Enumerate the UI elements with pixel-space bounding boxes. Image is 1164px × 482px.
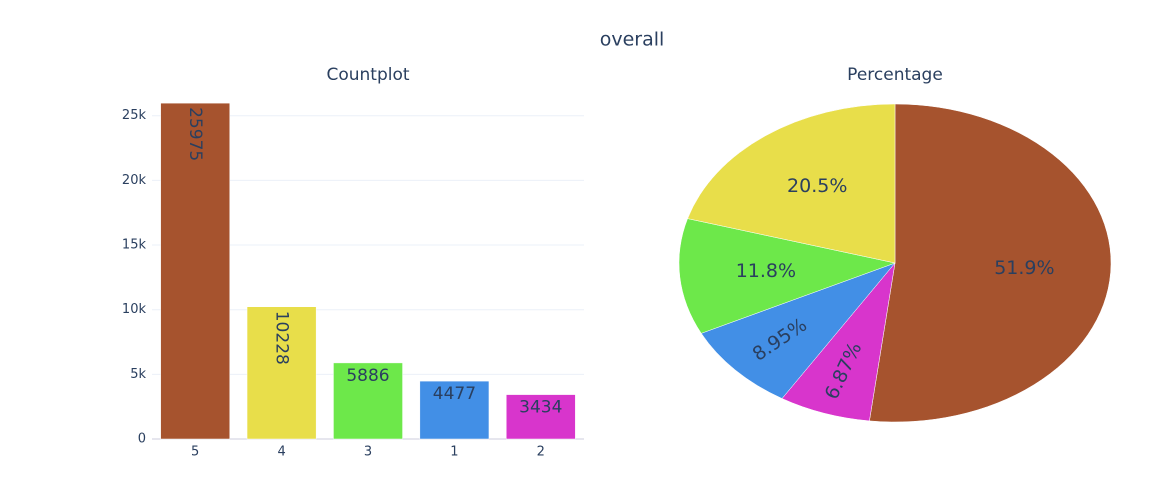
bar [333,362,403,440]
y-tick-label: 25k [122,108,147,123]
pie-label: 51.9% [994,257,1054,279]
subplot-title: Percentage [847,65,943,85]
y-tick-label: 0 [138,432,146,447]
y-tick-label: 15k [122,238,147,253]
pie-label: 20.5% [787,175,847,197]
bar [505,394,576,440]
pie-slice [700,262,896,399]
subplot-title: Countplot [326,65,409,85]
x-tick-label: 2 [537,445,545,460]
value-label: 5886 [346,366,389,386]
bar [419,380,490,440]
value-label: 10228 [272,311,292,365]
pie-label: 11.8% [736,260,796,282]
y-tick-label: 5k [130,367,146,382]
pie-slice [678,218,896,334]
pie-slice [687,103,896,264]
value-label: 25975 [185,107,205,161]
pie-slice [869,103,1112,423]
figure-title: overall [600,29,665,51]
x-tick-label: 3 [364,445,372,460]
x-tick-label: 5 [191,445,199,460]
y-tick-label: 20k [122,173,147,188]
y-tick-label: 10k [122,302,147,317]
bar [160,102,231,440]
x-tick-label: 4 [277,445,285,460]
bar [246,306,317,440]
x-tick-label: 1 [450,445,458,460]
value-label: 3434 [519,398,562,418]
value-label: 4477 [433,384,476,404]
